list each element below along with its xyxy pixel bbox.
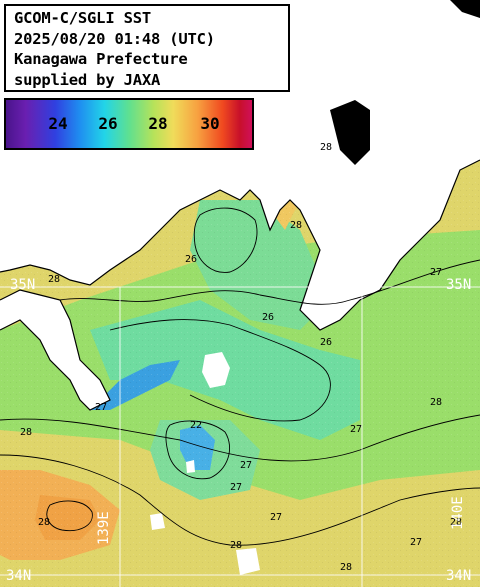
nodata-corner xyxy=(450,0,480,18)
contour-label: 28 xyxy=(430,397,442,408)
land-west xyxy=(0,0,110,410)
contour-label: 22 xyxy=(190,420,202,431)
title-box: GCOM-C/SGLI SST 2025/08/20 01:48 (UTC) K… xyxy=(4,4,290,92)
contour-label: 27 xyxy=(270,512,282,523)
contour-label: 26 xyxy=(185,254,197,265)
contour-28-a xyxy=(0,454,480,546)
contour-label: 28 xyxy=(48,274,60,285)
contour-label: 27 xyxy=(410,537,422,548)
contour-label: 28 xyxy=(290,220,302,231)
contour-label-group: 28 27 26 28 27 26 28 27 26 28 27 22 27 2… xyxy=(20,142,462,573)
title-line-2: 2025/08/20 01:48 (UTC) xyxy=(14,29,215,48)
contour-label: 27 xyxy=(95,402,107,413)
grid-label-35n-right: 35N xyxy=(446,277,472,293)
contour-label: 28 xyxy=(38,517,50,528)
nodata-region xyxy=(330,100,370,165)
contour-island xyxy=(165,420,230,480)
color-legend: 24 26 28 30 xyxy=(4,98,254,150)
contour-label: 26 xyxy=(262,312,274,323)
title-line-1: GCOM-C/SGLI SST xyxy=(14,9,151,27)
grid-label-34n-left: 34N xyxy=(6,568,32,584)
land-boso-tip xyxy=(470,130,480,160)
legend-tick-28: 28 xyxy=(148,114,168,133)
contour-label: 28 xyxy=(340,562,352,573)
land-izu-small-2 xyxy=(236,548,260,575)
grid-label-34n-right: 34N xyxy=(446,568,472,584)
contour-label: 28 xyxy=(230,540,242,551)
legend-gradient xyxy=(6,100,252,148)
contour-label: 27 xyxy=(230,482,242,493)
legend-tick-30: 30 xyxy=(200,114,220,133)
contour-label: 27 xyxy=(350,424,362,435)
grid-label-35n-left: 35N xyxy=(10,277,36,293)
contour-26-a xyxy=(109,319,331,422)
land-oshima xyxy=(202,352,230,388)
grid-label-140e: 140E xyxy=(450,496,466,530)
contour-27-b xyxy=(59,259,480,305)
land-izu-small-1 xyxy=(150,513,165,530)
legend-tick-26: 26 xyxy=(98,114,118,133)
title-line-4: supplied by JAXA xyxy=(14,70,161,89)
contour-label: 26 xyxy=(320,337,332,348)
contour-label: 28 xyxy=(320,142,332,153)
land-izu-small-3 xyxy=(186,460,195,473)
contour-27-a xyxy=(0,414,480,462)
contour-label: 27 xyxy=(430,267,442,278)
title-line-3: Kanagawa Prefecture xyxy=(14,50,188,68)
contour-label: 28 xyxy=(450,517,462,528)
contour-label: 28 xyxy=(20,427,32,438)
contour-warm-loop xyxy=(46,500,93,532)
legend-tick-24: 24 xyxy=(48,114,68,133)
contour-label: 27 xyxy=(240,460,252,471)
grid-label-139e: 139E xyxy=(96,511,112,545)
contour-bay xyxy=(193,207,258,273)
